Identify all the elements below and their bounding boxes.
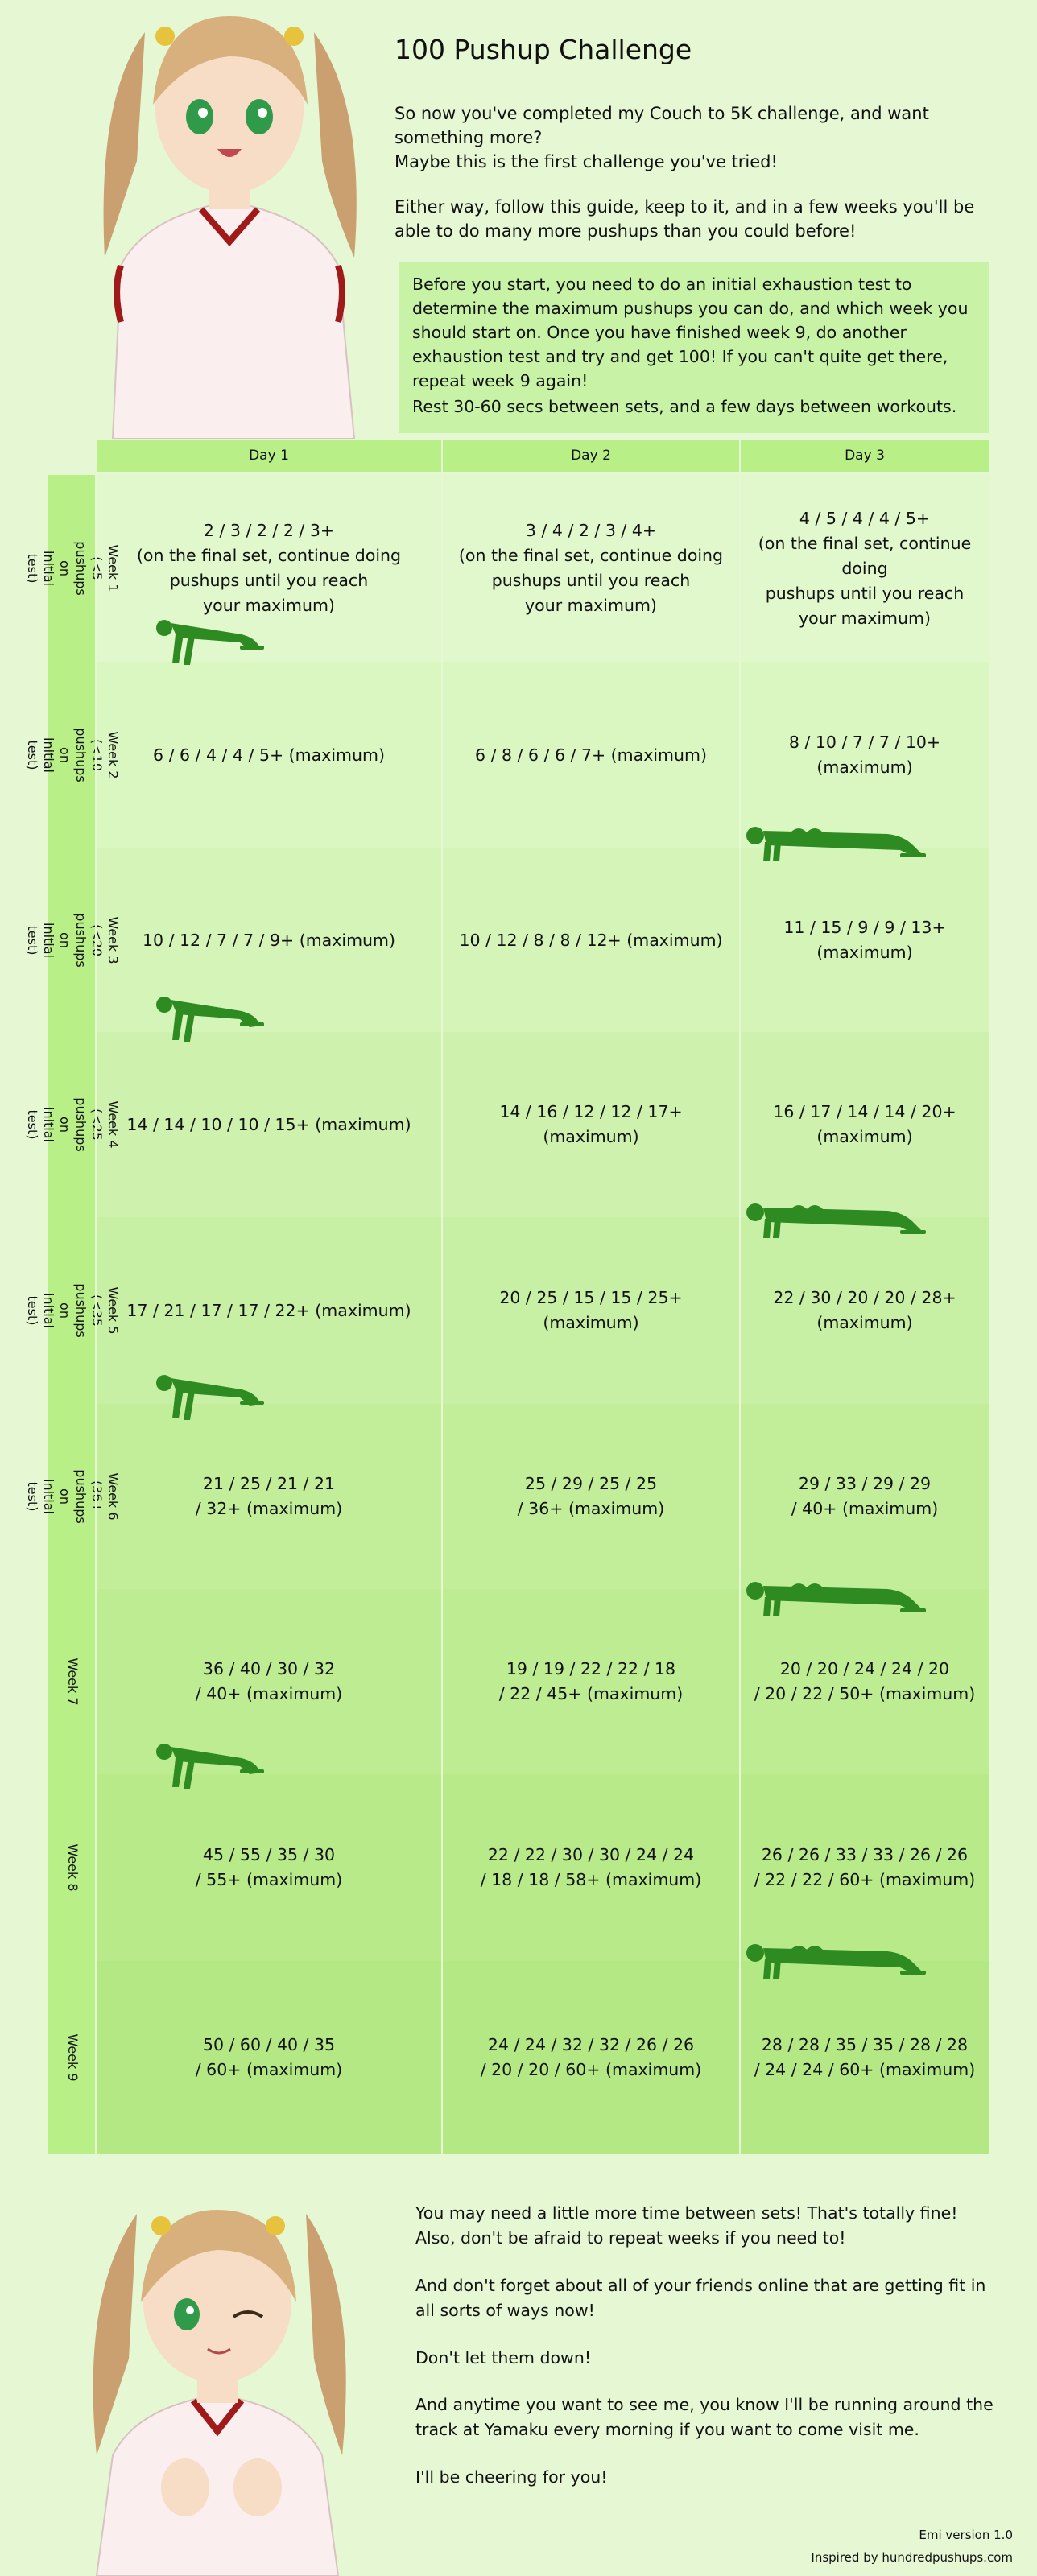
day-2-cell: 6 / 8 / 6 / 6 / 7+ (maximum): [475, 745, 707, 765]
character-illustration-top: [103, 16, 357, 439]
outro-paragraph-2: And don't forget about all of your frien…: [415, 2276, 986, 2320]
column-divider: [95, 440, 97, 2154]
pushup-figure-icon: [156, 1744, 264, 1789]
day-3-cell: 16 / 17 / 14 / 14 / 20+ (maximum): [773, 1102, 956, 1146]
day-2-cell: 3 / 4 / 2 / 3 / 4+ (on the final set, co…: [458, 521, 724, 615]
pushup-figure-icon: [156, 997, 264, 1042]
pushup-figure-icon: [746, 827, 926, 861]
week-row: Week 7 36 / 40 / 30 / 32 / 40+ (maximum)…: [48, 1589, 989, 1774]
week-row: Week 5 (<35 pushups on initial test) 17 …: [25, 1217, 989, 1404]
page-title: 100 Pushup Challenge: [395, 34, 692, 65]
day-3-cell: 11 / 15 / 9 / 9 / 13+ (maximum): [783, 918, 946, 962]
day-2-cell: 14 / 16 / 12 / 12 / 17+ (maximum): [499, 1102, 683, 1146]
day-1-header: Day 1: [97, 440, 441, 472]
pushup-figure-icon: [746, 1582, 926, 1616]
outro-paragraph-5: I'll be cheering for you!: [415, 2467, 608, 2487]
pushup-figure-icon: [156, 1375, 264, 1420]
week-label: Week 4 (<25 pushups on initial test): [25, 1032, 121, 1217]
day-2-cell: 19 / 19 / 22 / 22 / 18 / 22 / 45+ (maxim…: [498, 1659, 684, 1703]
week-label: Week 1 (<5 pushups on initial test): [25, 475, 121, 662]
rest-instructions-text: Rest 30-60 secs between sets, and a few …: [412, 397, 957, 416]
week-label: Week 9: [48, 1961, 97, 2154]
week-label: Week 2 (<10 pushups on initial test): [25, 662, 121, 848]
day-3-cell: 29 / 33 / 29 / 29 / 40+ (maximum): [791, 1474, 939, 1518]
day-1-cell: 10 / 12 / 7 / 7 / 9+ (maximum): [142, 930, 396, 950]
week-label: Week 3 (<20 pushups on initial test): [25, 848, 121, 1032]
week-row: Week 3 (<20 pushups on initial test) 10 …: [25, 848, 989, 1032]
day-2-header: Day 2: [443, 440, 739, 472]
day-1-cell: 2 / 3 / 2 / 2 / 3+ (on the final set, co…: [136, 521, 402, 615]
week-row: Week 6 (36+ pushups on initial test) 21 …: [25, 1404, 989, 1589]
instructions-box: Before you start, you need to do an init…: [399, 262, 989, 433]
day-1-cell: 45 / 55 / 35 / 30 / 55+ (maximum): [195, 1845, 343, 1889]
week-label: Week 5 (<35 pushups on initial test): [25, 1217, 121, 1404]
week-label: Week 6 (36+ pushups on initial test): [25, 1404, 121, 1589]
pushup-figure-icon: [746, 1944, 926, 1979]
outro-paragraph-4: And anytime you want to see me, you know…: [415, 2395, 994, 2439]
day-2-cell: 25 / 29 / 25 / 25 / 36+ (maximum): [517, 1474, 665, 1518]
day-1-cell: 17 / 21 / 17 / 17 / 22+ (maximum): [126, 1300, 411, 1320]
day-3-cell: 8 / 10 / 7 / 7 / 10+ (maximum): [788, 733, 941, 777]
day-3-header: Day 3: [741, 440, 989, 472]
day-3-cell: 4 / 5 / 4 / 4 / 5+ (on the final set, co…: [758, 508, 972, 628]
day-3-cell: 20 / 20 / 24 / 24 / 20 / 20 / 22 / 50+ (…: [754, 1659, 976, 1703]
pushup-figure-icon: [746, 1203, 926, 1238]
day-2-cell: 24 / 24 / 32 / 32 / 26 / 26 / 20 / 20 / …: [480, 2035, 702, 2079]
outro-paragraph-3: Don't let them down!: [415, 2348, 592, 2368]
inspiration-credit: Inspired by hundredpushups.com: [811, 2550, 1013, 2565]
pushup-figure-icon: [156, 620, 264, 665]
week-label: Week 8: [48, 1774, 97, 1961]
day-2-cell: 22 / 22 / 30 / 30 / 24 / 24 / 18 / 18 / …: [480, 1845, 702, 1889]
instructions-text: Before you start, you need to do an init…: [412, 275, 969, 390]
day-1-cell: 6 / 6 / 4 / 4 / 5+ (maximum): [153, 745, 385, 765]
day-2-cell: 10 / 12 / 8 / 8 / 12+ (maximum): [459, 930, 723, 950]
day-2-cell: 20 / 25 / 15 / 15 / 25+ (maximum): [499, 1288, 683, 1332]
week-label: Week 7: [48, 1589, 97, 1774]
intro-paragraph-3: Either way, follow this guide, keep to i…: [395, 197, 975, 241]
week-row: Week 9 50 / 60 / 40 / 35 / 60+ (maximum)…: [48, 1961, 989, 2154]
intro-paragraph-2: Maybe this is the first challenge you've…: [395, 152, 778, 171]
week-row: Week 8 45 / 55 / 35 / 30 / 55+ (maximum)…: [48, 1774, 989, 1961]
schedule-table: Day 1 Day 2 Day 3 Week 1 (<5 pushups on …: [25, 440, 989, 2154]
week-row: Week 4 (<25 pushups on initial test) 14 …: [25, 1032, 989, 1217]
day-1-cell: 50 / 60 / 40 / 35 / 60+ (maximum): [195, 2035, 343, 2079]
character-illustration-bottom: [93, 2210, 346, 2576]
day-3-cell: 28 / 28 / 35 / 35 / 28 / 28 / 24 / 24 / …: [754, 2035, 976, 2079]
column-divider: [441, 440, 443, 2154]
version-credit: Emi version 1.0: [919, 2528, 1013, 2542]
intro-paragraph-1: So now you've completed my Couch to 5K c…: [395, 104, 929, 147]
day-1-cell: 36 / 40 / 30 / 32 / 40+ (maximum): [195, 1659, 343, 1703]
column-divider: [739, 440, 741, 2154]
day-1-cell: 21 / 25 / 21 / 21 / 32+ (maximum): [195, 1474, 343, 1518]
day-3-cell: 22 / 30 / 20 / 20 / 28+ (maximum): [773, 1288, 956, 1332]
day-3-cell: 26 / 26 / 33 / 33 / 26 / 26 / 22 / 22 / …: [754, 1845, 976, 1889]
day-1-cell: 14 / 14 / 10 / 10 / 15+ (maximum): [126, 1114, 411, 1134]
outro-paragraph-1: You may need a little more time between …: [415, 2203, 958, 2248]
week-row: Week 2 (<10 pushups on initial test) 6 /…: [25, 662, 989, 848]
